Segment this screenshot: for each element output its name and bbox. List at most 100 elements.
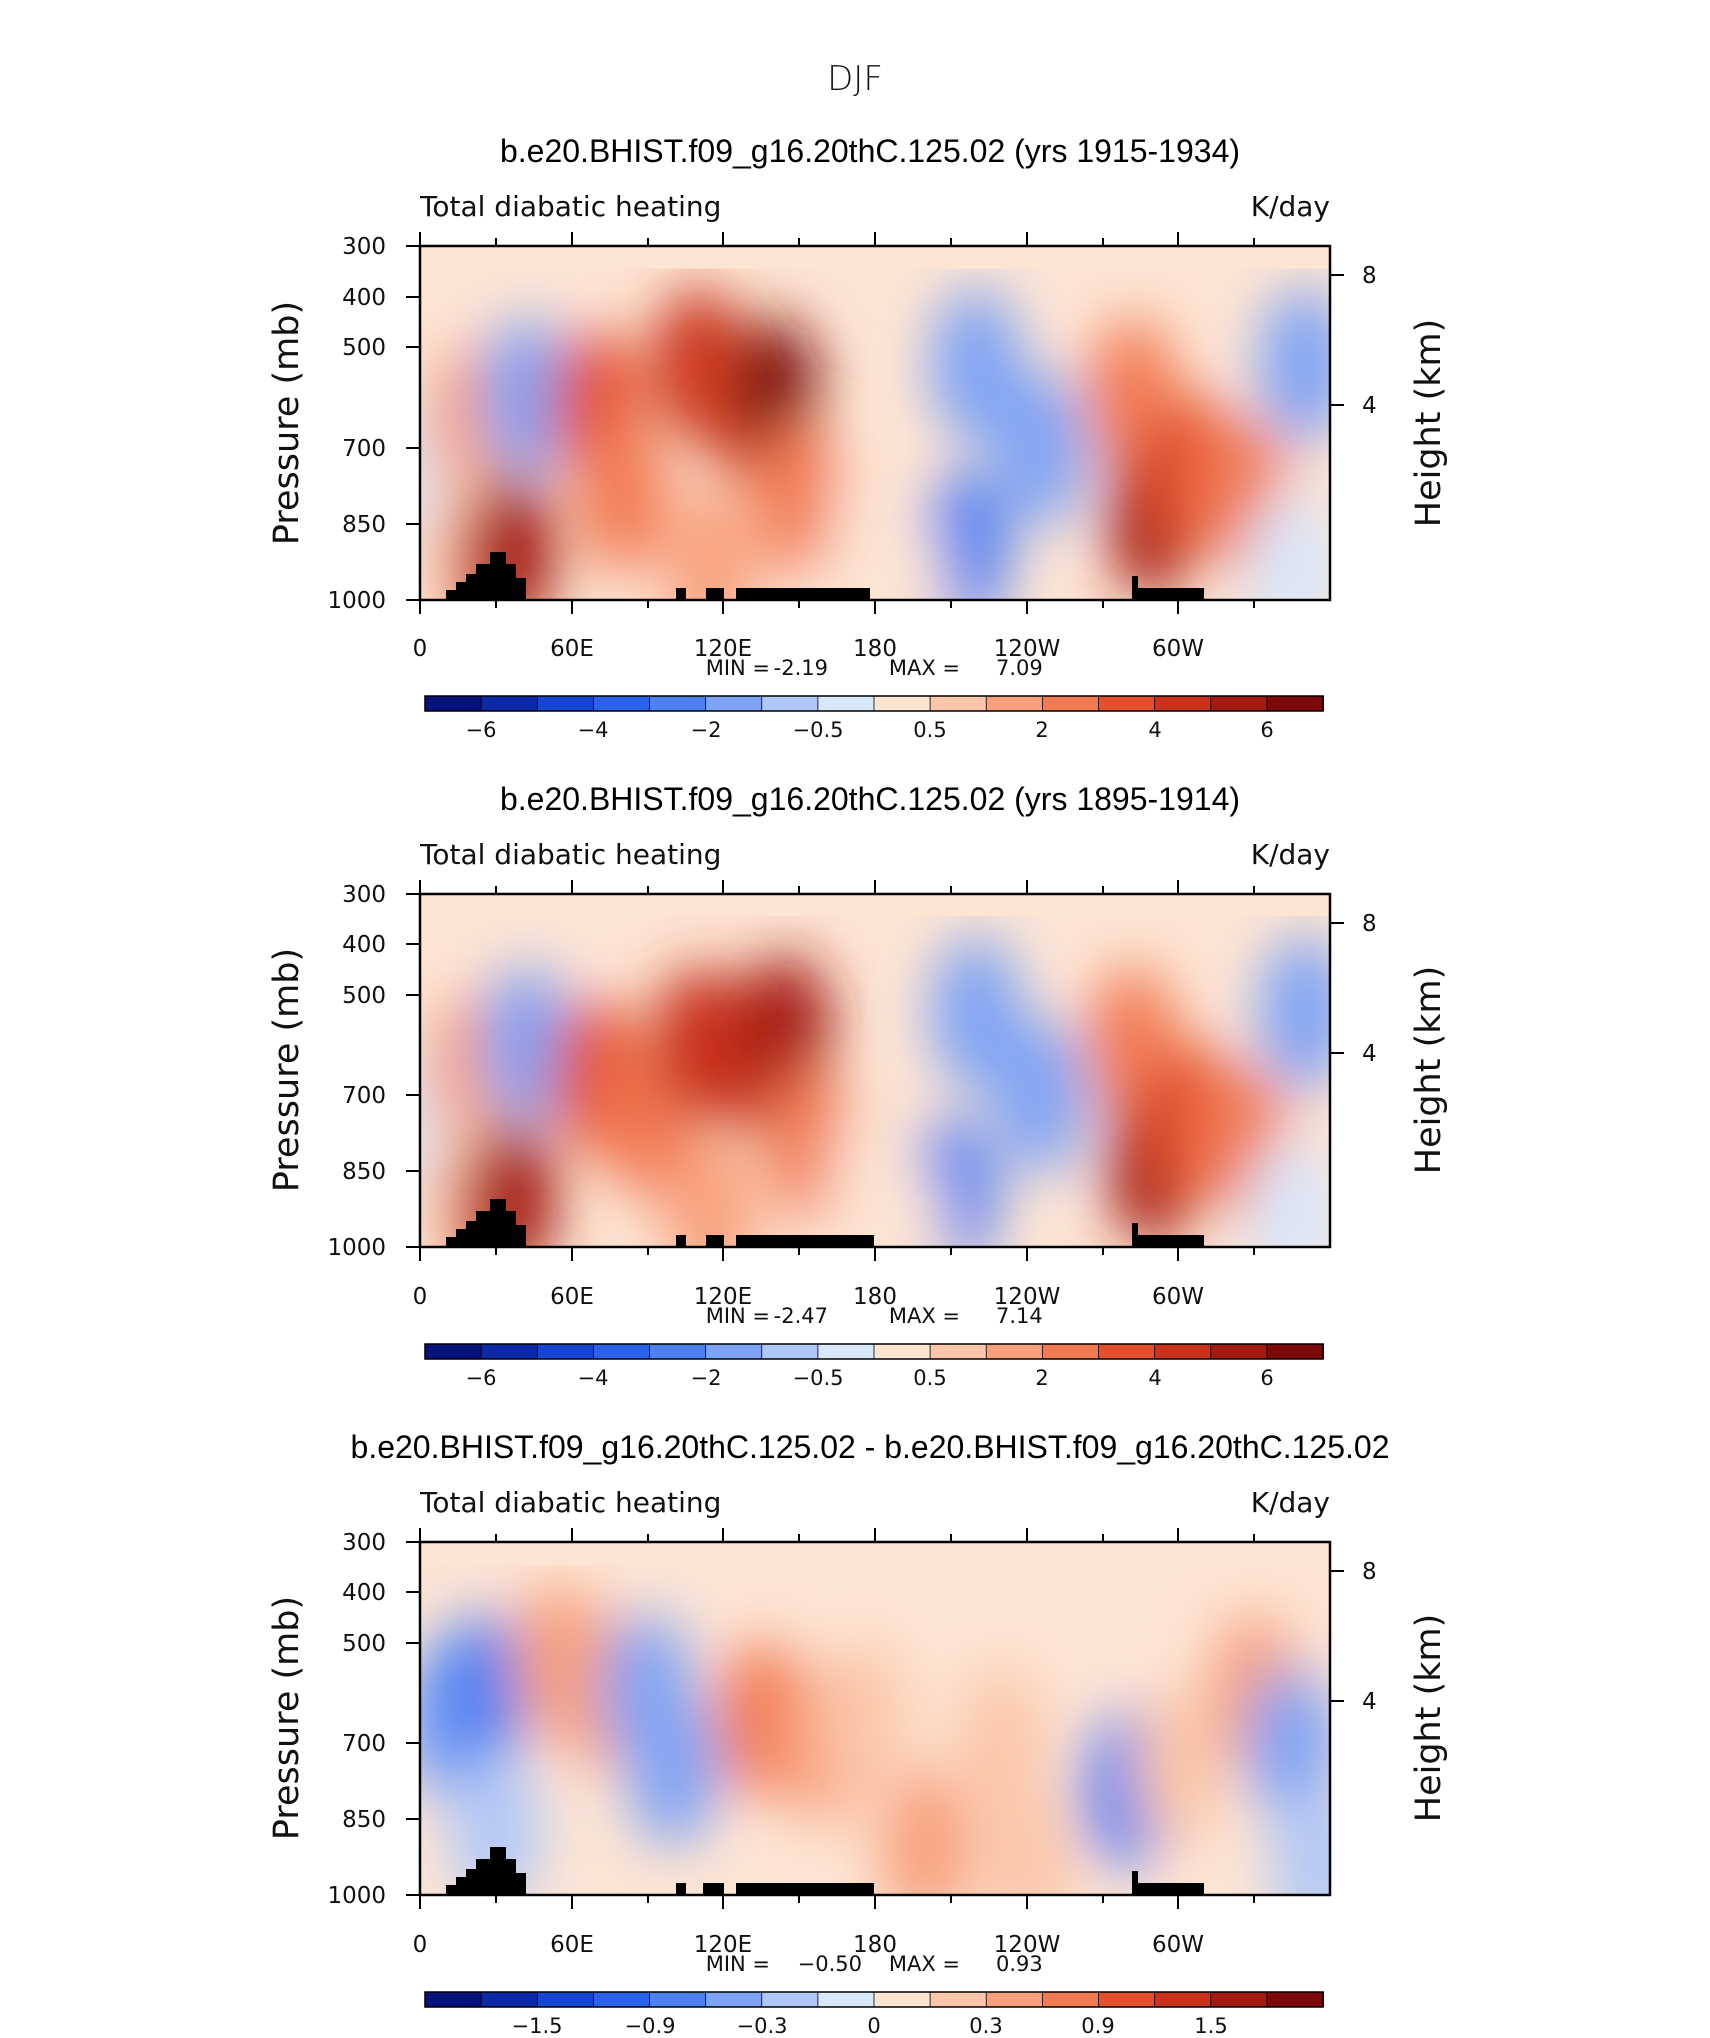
colorbar-swatch xyxy=(1154,695,1212,712)
x-tick-label: 180 xyxy=(853,636,897,662)
colorbar-swatch xyxy=(985,1343,1044,1360)
heatmap-cell xyxy=(465,474,557,600)
colorbar-swatch xyxy=(536,1991,595,2008)
colorbar-label: 0.3 xyxy=(969,2014,1002,2038)
y-axis-right: 8 4 Height (km) xyxy=(1330,911,1449,1174)
colorbar-swatch xyxy=(817,1343,875,1360)
x-tick-label: 0 xyxy=(413,1284,428,1310)
panel-3: b.e20.BHIST.f09_g16.20thC.125.02 - b.e20… xyxy=(267,1429,1449,2038)
heatmap-cell xyxy=(1246,1138,1330,1247)
y-tick-label: 700 xyxy=(342,1083,386,1109)
colorbar-swatch xyxy=(817,695,875,712)
heatmap-cell xyxy=(816,1642,908,1798)
heatmap-cell xyxy=(854,1154,946,1247)
x-tick-label: 120E xyxy=(694,636,752,662)
colorbar-swatch xyxy=(424,1343,483,1360)
colorbar-swatch xyxy=(1041,1991,1100,2008)
y-tick-label: 850 xyxy=(342,1807,386,1833)
y-tick-label: 700 xyxy=(342,436,386,462)
y-tick-label: 1000 xyxy=(327,1883,386,1909)
colorbar-swatch xyxy=(592,1991,651,2008)
colorbar: −6 −4 −2 −0.5 0.5 2 4 6 xyxy=(424,695,1324,742)
panel-1: b.e20.BHIST.f09_g16.20thC.125.02 (yrs 19… xyxy=(267,133,1449,742)
min-value: −0.50 xyxy=(798,1952,862,1976)
y-tick-label: 300 xyxy=(342,1530,386,1556)
heatmap-cell xyxy=(1246,1667,1330,1823)
y-tick-label: 400 xyxy=(342,1580,386,1606)
x-tick-label: 120W xyxy=(994,1284,1061,1310)
y-tick-label: 1000 xyxy=(327,1235,386,1261)
colorbar-frame xyxy=(424,1991,1324,2008)
panel-2: b.e20.BHIST.f09_g16.20thC.125.02 (yrs 18… xyxy=(267,781,1449,1390)
colorbar-label: 0.5 xyxy=(913,718,946,742)
x-tick-label: 120E xyxy=(694,1284,752,1310)
units-label: K/day xyxy=(1251,190,1330,223)
colorbar-swatch xyxy=(424,695,483,712)
max-label: MAX = xyxy=(889,656,960,680)
colorbar-label: −2 xyxy=(691,1366,722,1390)
heatmap-cell xyxy=(1259,287,1330,444)
heatmap-cell xyxy=(437,1614,529,1770)
units-label: K/day xyxy=(1251,1486,1330,1519)
topography-mask xyxy=(446,552,1204,600)
y-tick-label: 500 xyxy=(342,1631,386,1657)
panel-title: b.e20.BHIST.f09_g16.20thC.125.02 (yrs 19… xyxy=(500,133,1240,169)
y-axis-right-title: Height (km) xyxy=(1409,966,1449,1175)
colorbar-swatch xyxy=(1041,1343,1100,1360)
heatmap-cell xyxy=(480,966,572,1122)
x-tick-label: 0 xyxy=(413,636,428,662)
y-tick-label: 850 xyxy=(342,512,386,538)
y-axis-title: Pressure (mb) xyxy=(267,301,307,545)
y-axis-left: 300 400 500 700 850 1000 Pressure (mb) xyxy=(267,234,420,614)
x-tick-label: 180 xyxy=(853,1284,897,1310)
x-tick-label: 120E xyxy=(694,1932,752,1958)
y-tick-label: 400 xyxy=(342,932,386,958)
colorbar-swatch xyxy=(480,1343,539,1360)
heatmap-cell xyxy=(1271,1786,1330,1895)
y-axis-left: 300 400 500 700 850 1000 Pressure (mb) xyxy=(267,1530,420,1909)
left-string: Total diabatic heating xyxy=(419,1486,721,1519)
colorbar-label: −6 xyxy=(466,1366,497,1390)
heatmap-cell xyxy=(930,287,1022,444)
colorbar-swatch xyxy=(1210,1991,1268,2008)
y-axis-title: Pressure (mb) xyxy=(267,1596,307,1840)
units-label: K/day xyxy=(1251,838,1330,871)
colorbar-swatch xyxy=(649,1343,707,1360)
min-label: MIN = xyxy=(706,656,770,680)
heatmap-field xyxy=(420,1542,1330,1895)
colorbar-label: 6 xyxy=(1260,1366,1273,1390)
x-axis: 0 60E 120E 180 120W 60W xyxy=(413,880,1255,1310)
colorbar-swatch xyxy=(929,695,988,712)
y-tick-label: 500 xyxy=(342,335,386,361)
min-max-stats: MIN = -2.19 MAX = 7.09 xyxy=(706,656,1043,680)
x-tick-label: 120W xyxy=(994,1932,1061,1958)
max-value: 7.09 xyxy=(996,656,1043,680)
heatmap-cell xyxy=(993,371,1085,528)
left-string: Total diabatic heating xyxy=(419,190,721,223)
colorbar-swatch xyxy=(1098,1343,1156,1360)
heatmap-cell xyxy=(880,1769,972,1895)
heatmap-cell xyxy=(955,1667,1047,1823)
colorbar-swatch xyxy=(1210,695,1268,712)
colorbar: −6 −4 −2 −0.5 0.5 2 4 6 xyxy=(424,1343,1324,1390)
colorbar-swatch xyxy=(873,1343,932,1360)
heatmap-cell xyxy=(930,935,1022,1091)
x-tick-label: 180 xyxy=(853,1932,897,1958)
max-label: MAX = xyxy=(889,1952,960,1976)
heatmap-cell xyxy=(854,507,946,600)
colorbar-swatch xyxy=(480,1991,539,2008)
x-tick-label: 120W xyxy=(994,636,1061,662)
y-axis-right-title: Height (km) xyxy=(1409,1614,1449,1823)
heatmap-field xyxy=(420,246,1330,600)
colorbar-label: 0.5 xyxy=(913,1366,946,1390)
colorbar-swatch xyxy=(424,1991,483,2008)
colorbar-swatch xyxy=(1210,1343,1268,1360)
heatmap-cell xyxy=(465,1121,557,1247)
colorbar-label: −0.5 xyxy=(793,718,844,742)
y-tick-label: 500 xyxy=(342,983,386,1009)
colorbar: −1.5 −0.9 −0.3 0 0.3 0.9 1.5 xyxy=(424,1991,1324,2038)
max-label: MAX = xyxy=(889,1304,960,1328)
y-tick-label: 850 xyxy=(342,1159,386,1185)
colorbar-label: −2 xyxy=(691,718,722,742)
